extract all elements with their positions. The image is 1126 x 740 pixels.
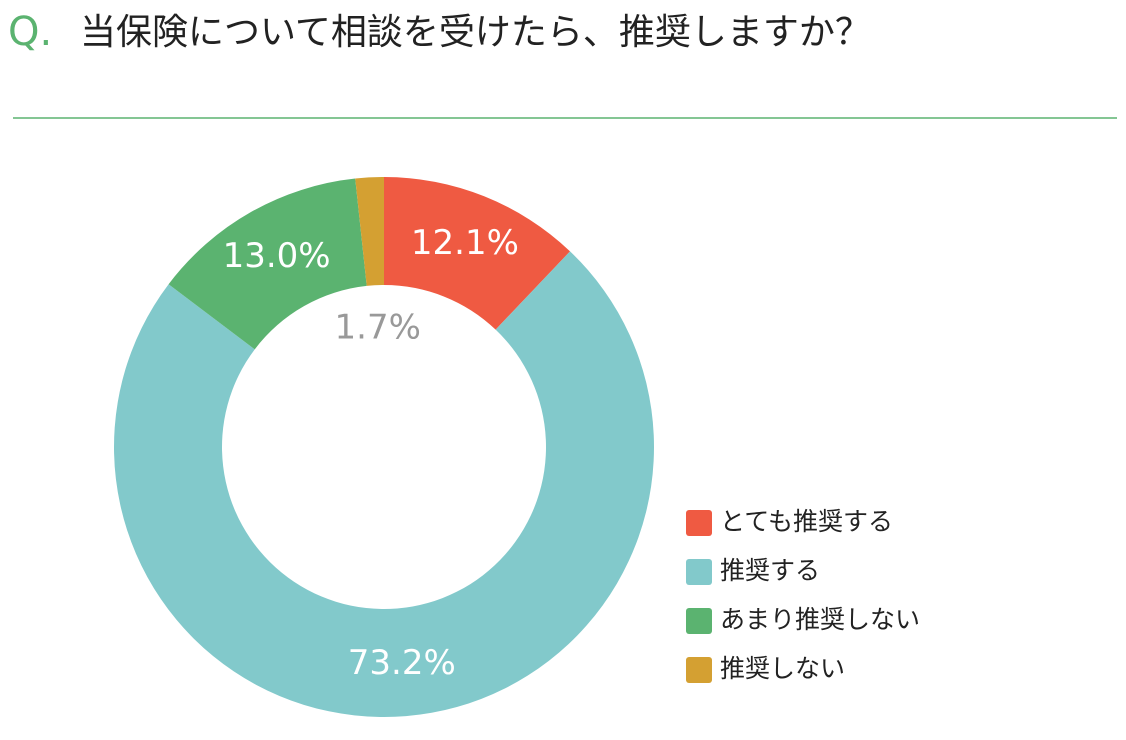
chart-title: 当保険について相談を受けたら、推奨しますか？	[80, 12, 871, 53]
donut-segment	[355, 177, 384, 286]
legend-label: 推奨する	[720, 556, 820, 585]
legend-swatch	[686, 559, 712, 585]
value-label: 13.0%	[223, 236, 331, 276]
legend-label: あまり推奨しない	[720, 605, 920, 634]
legend-swatch	[686, 657, 712, 683]
donut-segment	[114, 251, 655, 717]
value-label: 12.1%	[411, 223, 519, 263]
legend-label: 推奨しない	[720, 654, 845, 683]
value-label: 1.7%	[335, 308, 421, 348]
legend-swatch	[686, 608, 712, 634]
legend-label: とても推奨する	[720, 507, 893, 536]
value-label: 73.2%	[348, 643, 456, 683]
legend-swatch	[686, 510, 712, 536]
donut-segment	[168, 178, 367, 350]
question-marker: Q.	[8, 9, 52, 55]
donut-segment	[384, 177, 571, 330]
